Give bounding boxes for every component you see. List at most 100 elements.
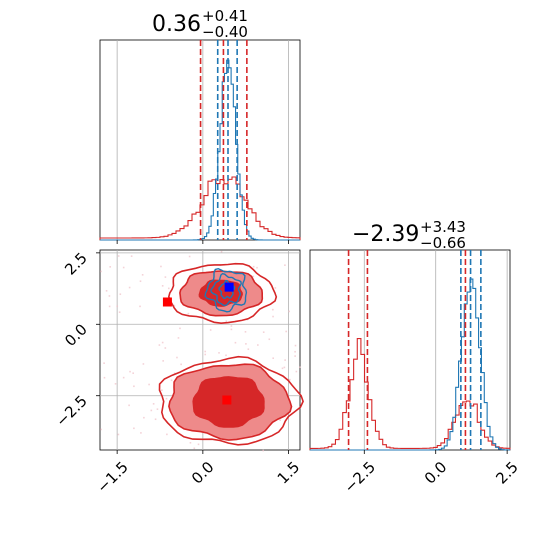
scatter-point <box>252 275 255 278</box>
scatter-point <box>204 350 207 353</box>
scatter-point <box>166 433 168 436</box>
scatter-point <box>283 366 286 369</box>
red_lower-contour-outer <box>158 355 304 446</box>
scatter-point <box>173 372 176 375</box>
scatter-point <box>167 287 170 290</box>
scatter-point <box>274 287 277 289</box>
param1-title-sub: −0.40 <box>202 23 248 41</box>
scatter-point <box>100 428 102 431</box>
x2-tick-label: 0.0 <box>421 458 451 488</box>
red-truth-marker <box>222 395 232 405</box>
scatter-point <box>225 354 227 357</box>
scatter-point <box>164 276 167 278</box>
scatter-point <box>154 418 157 421</box>
scatter-point <box>173 304 176 307</box>
scatter-point <box>162 360 164 362</box>
scatter-point <box>143 416 145 419</box>
blue-contour <box>210 272 242 307</box>
hist1-grid <box>116 40 289 240</box>
scatter-point <box>272 308 274 311</box>
scatter-point <box>279 419 281 422</box>
param1-title-sup: +0.41 <box>202 7 248 25</box>
scatter-point <box>156 408 159 410</box>
scatter-point <box>180 363 182 366</box>
scatter-point <box>165 397 168 400</box>
scatter-point <box>132 372 134 374</box>
scatter-point <box>161 389 163 392</box>
scatter-point <box>289 378 291 381</box>
scatter-point <box>117 255 120 257</box>
scatter-point <box>220 250 223 253</box>
scatter-point <box>187 312 190 315</box>
scatter-point <box>160 265 162 268</box>
scatter-point <box>139 280 142 283</box>
scatter-point <box>284 359 286 361</box>
hist2-red-histogram <box>309 338 511 450</box>
scatter-point <box>148 383 150 386</box>
y-tick-label: 0.0 <box>61 320 91 350</box>
scatter-point <box>189 441 192 444</box>
scatter-point <box>152 403 155 405</box>
scatter-point <box>244 331 247 333</box>
param2-title-sup: +3.43 <box>420 218 466 236</box>
hist2-grid <box>363 250 508 450</box>
scatter-point <box>262 449 264 452</box>
scatter-point <box>140 432 142 434</box>
blue-truth-marker <box>224 282 234 292</box>
scatter-point <box>193 447 196 450</box>
scatter-point <box>129 370 131 373</box>
scatter-point <box>179 327 181 330</box>
x2-tick-label: −2.5 <box>341 458 379 496</box>
scatter-point <box>108 305 111 308</box>
contour-frame <box>99 249 301 451</box>
hist2-frame <box>309 249 511 451</box>
scatter-point <box>299 366 301 368</box>
scatter-point <box>150 409 153 412</box>
hist1-red-histogram <box>99 176 301 240</box>
scatter-point <box>122 376 125 379</box>
scatter-point <box>209 329 212 331</box>
scatter-point <box>122 266 125 269</box>
scatter-point <box>118 311 121 313</box>
scatter-point <box>252 265 255 268</box>
scatter-point <box>285 330 287 333</box>
scatter-point <box>103 362 105 365</box>
scatter-point <box>197 443 200 446</box>
scatter-point <box>247 348 250 351</box>
scatter-point <box>234 341 237 344</box>
scatter-point <box>108 295 111 297</box>
scatter-point <box>262 331 265 333</box>
scatter-point <box>204 353 207 356</box>
scatter-point <box>100 270 102 273</box>
scatter-point <box>294 350 296 353</box>
scatter-point <box>133 427 135 430</box>
scatter-point <box>295 370 298 373</box>
scatter-point <box>103 376 106 379</box>
x2-tick-label: 2.5 <box>492 458 522 488</box>
scatter-point <box>117 433 120 436</box>
scatter-point <box>272 315 274 318</box>
scatter-point <box>161 341 164 344</box>
blue-contour <box>204 267 248 313</box>
scatter-point <box>128 404 130 407</box>
scatter-point <box>158 344 161 346</box>
scatter-point <box>218 352 220 354</box>
x-tick-label: 0.0 <box>188 458 218 488</box>
scatter-point <box>230 328 233 331</box>
red_upper-contour-outer <box>167 262 278 325</box>
scatter-point <box>170 379 173 382</box>
hist2-series <box>309 250 511 451</box>
param1-title: 0.36 <box>152 12 201 37</box>
scatter-point <box>257 344 259 346</box>
y-tick-label: 2.5 <box>61 249 91 279</box>
scatter-point <box>294 344 297 347</box>
contour-series <box>100 250 304 452</box>
scatter-point <box>164 347 167 349</box>
scatter-point <box>177 337 180 339</box>
scatter-point <box>288 310 290 313</box>
scatter-point <box>105 289 108 292</box>
scatter-point <box>230 325 233 327</box>
tick-labels: −1.5 0.0 1.5 2.5 0.0 −2.5 −2.5 0.0 2.5 <box>52 240 522 497</box>
